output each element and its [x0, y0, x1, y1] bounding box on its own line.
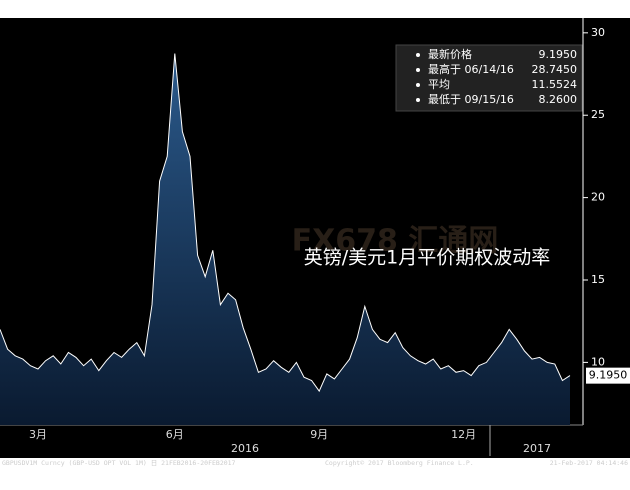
stats-icon: [416, 83, 420, 87]
stats-icon: [416, 68, 420, 72]
x-tick-label: 6月: [166, 428, 184, 441]
y-tick-label: 25: [591, 108, 605, 121]
footer-left: GBPUSDV1M Curncy (GBP-USD OPT VOL 1M) 日 …: [2, 459, 236, 467]
footer-right: 21-Feb-2017 04:14:46: [550, 459, 628, 467]
chart-title: 英镑/美元1月平价期权波动率: [304, 247, 551, 269]
x-tick-label: 12月: [451, 428, 476, 441]
footer-center: Copyright© 2017 Bloomberg Finance L.P.: [325, 459, 474, 467]
stats-label: 平均: [428, 78, 450, 91]
year-label: 2017: [523, 442, 551, 455]
x-tick-label: 9月: [310, 428, 328, 441]
stats-bg: [395, 44, 583, 112]
stats-label: 最高于 06/14/16: [428, 62, 514, 76]
stats-value: 9.1950: [539, 48, 578, 61]
line: [0, 53, 571, 393]
y-tick-label: 30: [591, 26, 605, 39]
area: [0, 53, 570, 425]
y-tick-label: 20: [591, 191, 605, 204]
stats-icon: [416, 98, 420, 102]
stats-value: 11.5524: [532, 78, 578, 91]
stats-label: 最低于 09/15/16: [428, 93, 514, 106]
watermark: FX678 汇通网: [292, 224, 499, 259]
y-tick-label: 15: [591, 273, 605, 286]
stats-value: 8.2600: [539, 93, 578, 106]
x-tick-label: 3月: [29, 428, 47, 441]
last-value-label: 9.1950: [589, 369, 628, 382]
last-value-box: [586, 367, 630, 384]
year-label: 2016: [231, 442, 259, 455]
stats-label: 最新价格: [428, 47, 472, 61]
stats-box: 最新价格 9.1950 最高于 06/14/16 28.7450 平均 11.5524 最低…: [395, 44, 583, 112]
stats-value: 28.7450: [532, 63, 578, 76]
y-tick-label: 10: [591, 355, 605, 368]
stats-icon: [416, 53, 420, 57]
